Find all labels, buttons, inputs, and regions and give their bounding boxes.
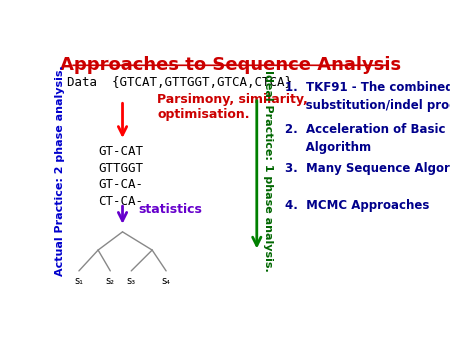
Text: CT-CA-: CT-CA- [98, 195, 143, 209]
Text: s₁: s₁ [74, 275, 83, 286]
Text: Approaches to Sequence Analysis: Approaches to Sequence Analysis [60, 56, 401, 74]
Text: Ideal Practice: 1 phase analysis.: Ideal Practice: 1 phase analysis. [263, 70, 273, 271]
Text: statistics: statistics [138, 203, 202, 216]
Text: Parsimony, similarity,
optimisation.: Parsimony, similarity, optimisation. [158, 93, 308, 121]
Text: GT-CA-: GT-CA- [98, 178, 143, 192]
Text: s₂: s₂ [106, 275, 115, 286]
Text: GT-CAT: GT-CAT [98, 145, 143, 158]
Text: 3.  Many Sequence Algorithm: 3. Many Sequence Algorithm [285, 162, 450, 175]
Text: GTTGGT: GTTGGT [98, 162, 143, 175]
Text: 2.  Acceleration of Basic
     Algorithm: 2. Acceleration of Basic Algorithm [285, 123, 445, 153]
Text: Data  {GTCAT,GTTGGT,GTCA,CTCA}: Data {GTCAT,GTTGGT,GTCA,CTCA} [67, 76, 292, 89]
Text: 4.  MCMC Approaches: 4. MCMC Approaches [285, 199, 429, 212]
Text: Actual Practice: 2 phase analysis.: Actual Practice: 2 phase analysis. [55, 65, 65, 276]
Text: s₃: s₃ [126, 275, 136, 286]
Text: s₄: s₄ [162, 275, 171, 286]
Text: 1.  TKF91 - The combined
     substitution/indel process.: 1. TKF91 - The combined substitution/ind… [285, 81, 450, 112]
